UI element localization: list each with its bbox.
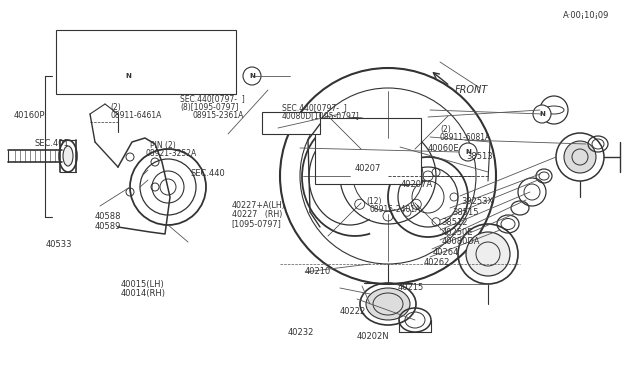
Text: 40160P: 40160P [14,111,45,120]
Text: 38512: 38512 [442,218,468,227]
Bar [315,118,421,184]
Text: 40210: 40210 [305,267,331,276]
Circle shape [459,143,477,161]
Ellipse shape [366,288,410,320]
Text: SEC.440[0797-  ]: SEC.440[0797- ] [180,94,245,103]
Text: 08915-2361A: 08915-2361A [193,111,244,120]
Text: 40250E: 40250E [442,228,473,237]
Text: [1095-0797]: [1095-0797] [232,219,282,228]
Text: 40060E: 40060E [428,144,459,153]
Text: SEC.440[0797-  ]: SEC.440[0797- ] [282,103,346,112]
Text: FRONT: FRONT [455,85,488,95]
Text: 40080DA: 40080DA [442,237,480,246]
Text: SEC.401: SEC.401 [35,139,69,148]
Text: 40533: 40533 [46,240,72,249]
Text: 08921-3252A: 08921-3252A [146,149,197,158]
Circle shape [564,141,596,173]
Bar [56,30,236,94]
Text: SEC.440: SEC.440 [191,169,225,178]
Text: A·00¡10¡09: A·00¡10¡09 [563,11,609,20]
Text: 40222: 40222 [339,307,365,316]
Text: 40227+A(LH): 40227+A(LH) [232,201,285,210]
Text: 40207: 40207 [355,164,381,173]
Circle shape [119,67,137,85]
Text: 39253X: 39253X [461,197,493,206]
Text: 40202N: 40202N [357,332,390,341]
Text: (8)[1095-0797]: (8)[1095-0797] [180,103,239,112]
Text: 40232: 40232 [288,328,314,337]
Text: N: N [539,111,545,117]
Text: 40080D[1095-0797]: 40080D[1095-0797] [282,111,359,120]
Ellipse shape [63,146,73,166]
Text: 40015(LH): 40015(LH) [120,280,164,289]
Text: 40589: 40589 [95,222,121,231]
Text: N: N [125,73,131,79]
Bar [262,112,320,134]
Text: 08911-6081A: 08911-6081A [440,133,491,142]
Text: N: N [249,73,255,79]
Text: 08911-6461A: 08911-6461A [111,111,162,120]
Text: 38515: 38515 [452,208,478,217]
Circle shape [533,105,551,123]
Text: (12): (12) [366,197,381,206]
Text: PIN (2): PIN (2) [150,141,175,150]
Text: (2): (2) [110,103,121,112]
Circle shape [243,67,261,85]
Text: 40227   (RH): 40227 (RH) [232,210,282,219]
Text: 40262: 40262 [424,258,450,267]
Text: (2): (2) [440,125,451,134]
Text: 40014(RH): 40014(RH) [120,289,165,298]
Text: 40588: 40588 [95,212,121,221]
Text: 40264: 40264 [433,248,459,257]
Text: 38513: 38513 [466,152,493,161]
Circle shape [466,232,510,276]
Text: 40207A: 40207A [401,180,433,189]
Text: 40215: 40215 [398,283,424,292]
Text: 08915-2401A: 08915-2401A [369,205,420,214]
Text: N: N [465,149,471,155]
